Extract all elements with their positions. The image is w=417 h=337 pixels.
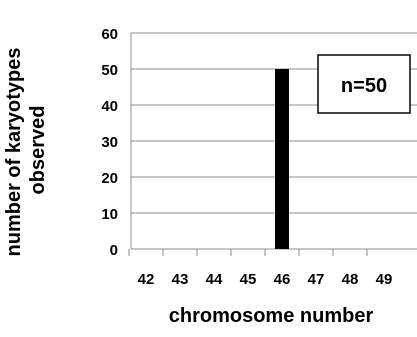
y-tick-label-30: 30	[101, 134, 118, 151]
annotation-box	[317, 54, 411, 114]
sample-size-annotation: n=50	[317, 54, 411, 114]
gridlines	[130, 32, 417, 250]
x-axis-title: chromosome number	[169, 305, 374, 327]
y-axis-ticks: 0 10 20 30 40 50 60	[101, 26, 118, 259]
bar-46	[275, 69, 289, 249]
y-axis-title-line-1: number of karyotypes	[3, 48, 25, 257]
y-tick-label-40: 40	[101, 98, 118, 115]
y-tick-label-20: 20	[101, 170, 118, 187]
x-tick-label-42: 42	[138, 271, 155, 288]
bars	[275, 69, 289, 249]
y-tick-label-10: 10	[101, 206, 118, 223]
y-axis-title-line-2: observed	[27, 106, 49, 195]
annotation-text: n=50	[341, 75, 387, 97]
y-tick-label-50: 50	[101, 62, 118, 79]
x-tick-label-49: 49	[376, 271, 393, 288]
x-tick-label-44: 44	[206, 271, 223, 288]
x-tick-label-45: 45	[240, 271, 257, 288]
x-tick-label-43: 43	[172, 271, 189, 288]
x-tick-label-46: 46	[274, 271, 291, 288]
x-tick-label-47: 47	[308, 271, 325, 288]
x-tick-label-48: 48	[342, 271, 359, 288]
x-axis-ticks: 42 43 44 45 46 47 48 49	[128, 249, 393, 288]
y-tick-label-60: 60	[101, 26, 118, 43]
y-tick-label-0: 0	[110, 242, 118, 259]
